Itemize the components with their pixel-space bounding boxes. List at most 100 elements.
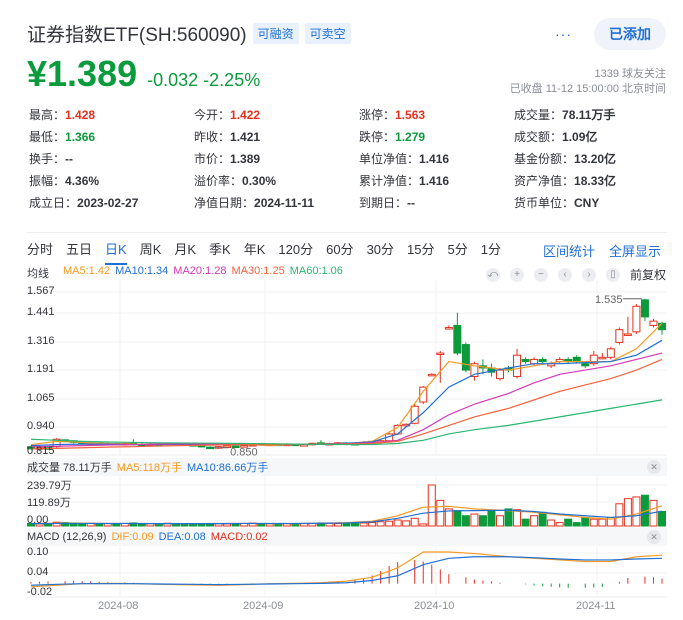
stat-label: 最高： [29, 108, 66, 122]
chart-toolbar: ⤺ + − ‹ › ▯ 前复权 [476, 266, 666, 283]
stat-value: 1.279 [395, 130, 426, 144]
stat-value: 1.563 [395, 108, 426, 122]
volume-y-tick: 0.00 [27, 514, 49, 526]
stat-value: 18.33亿 [574, 174, 617, 188]
stat-label: 单位净值： [359, 152, 420, 166]
kline-y-tick: 1.567 [27, 285, 55, 297]
fullscreen-link[interactable]: 全屏显示 [608, 244, 661, 259]
stat-item: 资产净值：18.33亿 [514, 170, 669, 192]
ma-label: 均线 [27, 268, 49, 280]
bar-style-icon[interactable]: ▯ [605, 267, 620, 282]
volume-label: 成交量 78.11万手 [27, 462, 112, 474]
tab-分时[interactable]: 分时 [27, 242, 54, 257]
tab-月K[interactable]: 月K [174, 242, 197, 257]
x-date-label: 2024-09 [243, 600, 284, 612]
stat-item: 成立日：2023-02-27 [29, 192, 194, 214]
stat-label: 今开： [194, 108, 231, 122]
stat-item: 成交额：1.09亿 [514, 126, 669, 148]
zoom-in-icon[interactable]: + [509, 267, 524, 282]
stat-value: 2024-11-11 [254, 196, 315, 210]
tab-60分[interactable]: 60分 [326, 242, 354, 257]
macd-y-tick: 0.10 [27, 546, 49, 558]
kline-y-tick: 1.065 [27, 392, 55, 404]
tab-120分[interactable]: 120分 [278, 242, 314, 257]
stat-value: 13.20亿 [574, 152, 617, 166]
stat-label: 成立日： [29, 196, 78, 210]
stat-item: 涨停：1.563 [359, 104, 514, 126]
tab-5分[interactable]: 5分 [447, 242, 468, 257]
stat-label: 成交量： [514, 108, 563, 122]
next-icon[interactable]: › [581, 267, 596, 282]
range-stats-link[interactable]: 区间统计 [542, 244, 595, 259]
stat-label: 基金份额： [514, 152, 575, 166]
stat-item: 市价：1.389 [194, 148, 359, 170]
kline-y-tick: 1.191 [27, 363, 55, 375]
stat-value: 78.11万手 [562, 108, 616, 122]
stat-label: 成交额： [514, 130, 563, 144]
header-title-row: 证券指数ETF(SH:560090) 可融资 可卖空 [27, 20, 351, 47]
stat-item: 跌停：1.279 [359, 126, 514, 148]
macd-y-tick: -0.02 [27, 586, 53, 598]
zoom-out-icon[interactable]: − [533, 267, 548, 282]
add-watchlist-button[interactable]: 已添加 [594, 18, 666, 50]
adjust-mode-label[interactable]: 前复权 [629, 268, 666, 282]
macd-label: MACD (12,26,9) [27, 531, 107, 543]
stat-item: 最低：1.366 [29, 126, 194, 148]
stat-value: CNY [574, 196, 600, 210]
tab-日K[interactable]: 日K [105, 237, 127, 265]
ma-value: MA5:1.42 [63, 265, 111, 277]
stat-label: 昨收： [194, 130, 231, 144]
period-tabs: 分时 五日 日K 周K 月K 季K 年K 120分 60分 30分 15分 5分 1分 区间统计 全屏显示 [27, 232, 667, 265]
ma-value: MA30:1.25 [231, 265, 285, 277]
market-status: 已收盘 11-12 15:00:00 北京时间 [509, 83, 666, 95]
svg-text:0.850: 0.850 [230, 447, 258, 459]
x-date-label: 2024-11 [576, 600, 616, 612]
ma-value: MA20:1.28 [173, 265, 227, 277]
stat-label: 到期日： [359, 196, 408, 210]
stat-value: -- [65, 152, 74, 166]
stat-label: 最低： [29, 130, 66, 144]
stat-value: 1.416 [419, 174, 450, 188]
stats-grid: 最高：1.428 今开：1.422 涨停：1.563 成交量：78.11万手 最低：1.… [29, 104, 669, 214]
stat-label: 资产净值： [514, 174, 575, 188]
stat-label: 货币单位： [514, 196, 575, 210]
stat-label: 累计净值： [359, 174, 420, 188]
stat-item: 最高：1.428 [29, 104, 194, 126]
tab-五日[interactable]: 五日 [66, 242, 93, 257]
tab-30分[interactable]: 30分 [366, 242, 395, 257]
stat-label: 溢价率： [194, 174, 243, 188]
tab-15分[interactable]: 15分 [407, 242, 435, 257]
stat-value: 0.30% [242, 174, 277, 188]
close-macd-icon[interactable]: ✕ [647, 530, 661, 544]
stat-label: 涨停： [359, 108, 396, 122]
current-price: ¥1.389 [27, 53, 138, 94]
undo-icon[interactable]: ⤺ [485, 267, 500, 282]
stat-item: 成交量：78.11万手 [514, 104, 669, 126]
ma-legend: 均线 MA5:1.42 MA10:1.34 MA20:1.28 MA30:1.25 MA6… [27, 265, 348, 281]
stat-item: 振幅：4.36% [29, 170, 194, 192]
stat-item: 累计净值：1.416 [359, 170, 514, 192]
stat-item: 货币单位：CNY [514, 192, 669, 214]
stat-value: 2023-02-27 [77, 196, 139, 210]
tab-年K[interactable]: 年K [243, 242, 266, 257]
stat-item: 单位净值：1.416 [359, 148, 514, 170]
page-title: 证券指数ETF(SH:560090) [27, 25, 247, 46]
close-volume-icon[interactable]: ✕ [647, 460, 661, 474]
tab-1分[interactable]: 1分 [480, 242, 501, 257]
stat-label: 跌停： [359, 130, 396, 144]
more-button[interactable]: ··· [555, 26, 572, 42]
macd-panel-header: MACD (12,26,9) DIF:0.09 DEA:0.08 MACD:0.… [27, 528, 667, 546]
prev-icon[interactable]: ‹ [557, 267, 572, 282]
macd-value: MACD:0.02 [210, 531, 268, 543]
tab-季K[interactable]: 季K [209, 242, 231, 257]
stat-item: 到期日：-- [359, 192, 514, 214]
price-change: -0.032 -2.25% [147, 70, 261, 90]
stat-value: 1.422 [230, 108, 261, 122]
kline-y-tick: 1.316 [27, 335, 55, 347]
tab-周K[interactable]: 周K [139, 242, 162, 257]
stat-item: 换手：-- [29, 148, 194, 170]
volume-y-tick: 119.89万 [27, 497, 71, 509]
stat-item: 净值日期：2024-11-11 [194, 192, 359, 214]
macd-y-tick: 0.04 [27, 566, 49, 578]
